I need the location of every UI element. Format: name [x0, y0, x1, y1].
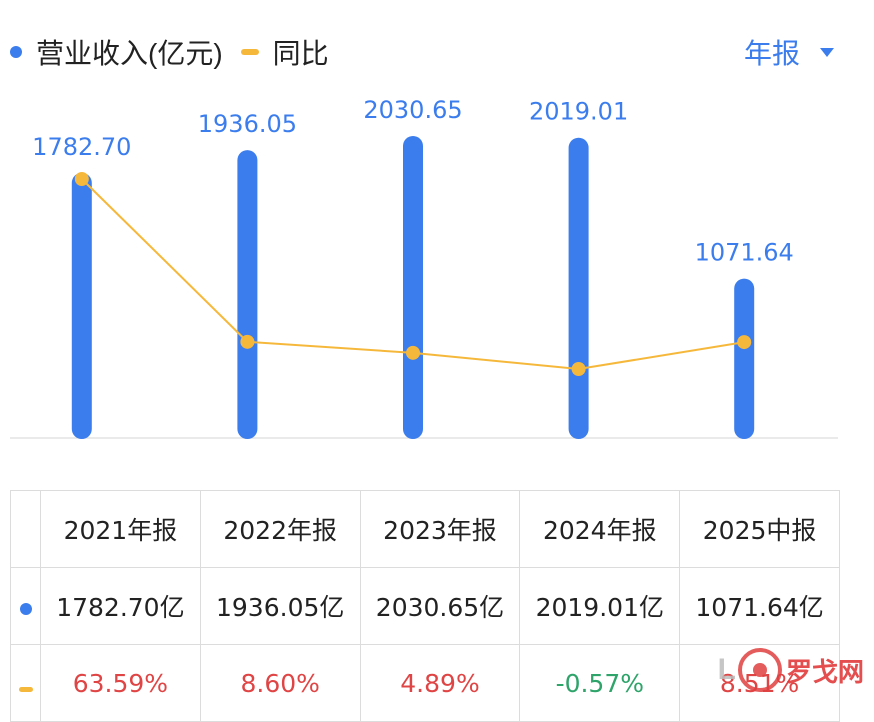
data-table: 2021年报 2022年报 2023年报 2024年报 2025中报 1782.… [10, 490, 840, 722]
revenue-data-label: 1071.64 [695, 239, 794, 267]
table-header-cell: 2022年报 [199, 490, 361, 568]
yoy-cell: 63.59% [40, 644, 201, 722]
yoy-cell: 4.89% [359, 644, 521, 722]
yoy-point [74, 172, 89, 186]
revenue-bar [568, 137, 589, 439]
table-header-cell: 2025中报 [679, 490, 840, 568]
revenue-bar [71, 172, 92, 439]
yoy-point [406, 345, 420, 360]
table-header-cell: 2023年报 [359, 490, 521, 568]
revenue-data-label: 2019.01 [529, 98, 628, 126]
revenue-cell: 1071.64亿 [679, 567, 840, 645]
revenue-bar [734, 278, 755, 439]
revenue-cell: 2019.01亿 [519, 567, 681, 645]
revenue-cell: 2030.65亿 [359, 567, 521, 645]
revenue-chart: 1782.70 1936.05 2030.65 2019.01 1071.64 [10, 96, 838, 440]
revenue-bar [403, 136, 423, 439]
yoy-row-marker [18, 686, 33, 692]
yoy-cell: 8.60% [199, 644, 361, 722]
table-header-row: 2021年报 2022年报 2023年报 2024年报 2025中报 [10, 490, 840, 568]
table-row-yoy: 63.59% 8.60% 4.89% -0.57% 8.51% [10, 644, 840, 722]
revenue-row-marker-cell [10, 567, 41, 645]
yoy-point [240, 334, 255, 349]
target-logo-icon [737, 648, 782, 692]
yoy-point [737, 335, 752, 350]
watermark-prefix: L [717, 653, 736, 686]
revenue-cell: 1936.05亿 [199, 567, 361, 645]
revenue-legend-label: 营业收入(亿元) [36, 38, 223, 69]
revenue-row-marker [19, 602, 32, 615]
yoy-legend-marker [240, 49, 259, 55]
watermark-logo: L 罗戈网 [718, 648, 864, 692]
table-header-cell: 2021年报 [40, 490, 201, 568]
yoy-cell: -0.57% [519, 644, 681, 722]
revenue-cell: 1782.70亿 [40, 567, 201, 645]
revenue-data-label: 1782.70 [32, 133, 131, 161]
period-selector[interactable]: 年报 [744, 30, 834, 74]
yoy-legend-label: 同比 [272, 38, 329, 69]
revenue-data-label: 1936.05 [198, 110, 297, 138]
chart-legend: 营业收入(亿元) 同比 [10, 30, 329, 74]
watermark-text: 罗戈网 [785, 656, 864, 687]
revenue-data-label: 2030.65 [363, 96, 462, 124]
yoy-point [571, 362, 586, 376]
period-selector-label: 年报 [743, 38, 800, 69]
table-row-revenue: 1782.70亿 1936.05亿 2030.65亿 2019.01亿 1071… [10, 567, 840, 645]
revenue-legend-marker [10, 46, 22, 58]
revenue-bar [237, 150, 258, 440]
yoy-row-marker-cell [10, 644, 41, 722]
table-corner-cell [10, 490, 41, 568]
caret-down-icon [820, 47, 834, 57]
table-header-cell: 2024年报 [519, 490, 681, 568]
